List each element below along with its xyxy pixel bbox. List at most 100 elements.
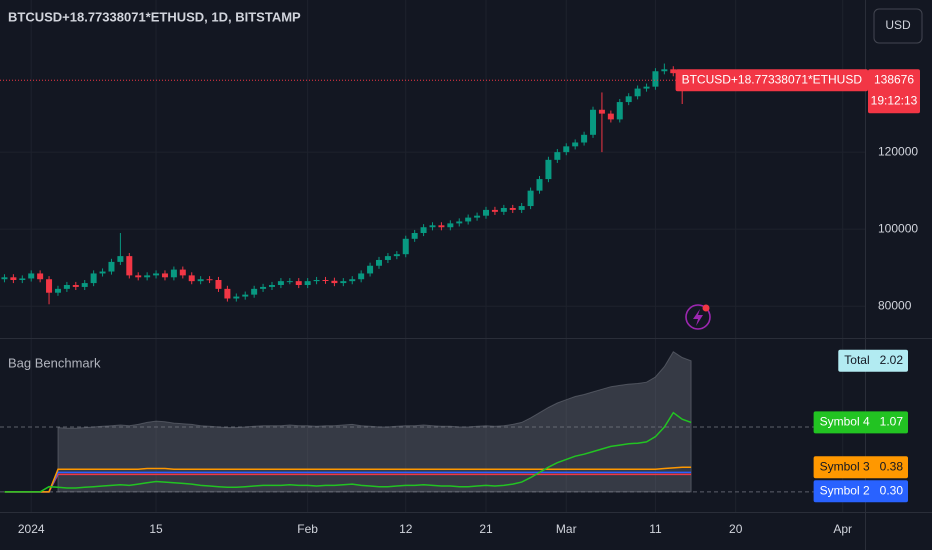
candle-body [233, 296, 240, 299]
alert-icon-dot [702, 304, 710, 312]
candle-body [491, 209, 498, 212]
candle-body [153, 273, 160, 276]
candle-body [99, 271, 106, 274]
candle-body [28, 273, 35, 279]
candle-body [483, 209, 490, 216]
symbol-tag-box [675, 69, 868, 92]
candle-body [581, 134, 588, 143]
value-label-box [838, 349, 908, 372]
value-label-box [813, 411, 908, 434]
candle-body [563, 146, 570, 153]
candle-body [429, 225, 436, 228]
candle-body [135, 275, 142, 278]
candle-body [411, 233, 418, 239]
candle-body [349, 279, 356, 282]
candle-body [197, 279, 204, 282]
candle-body [215, 279, 222, 289]
candle-body [358, 273, 365, 280]
candle-body [19, 278, 26, 280]
candle-body [10, 277, 17, 280]
candle-body [367, 265, 374, 274]
candle-body [37, 273, 44, 280]
candle-body [54, 288, 61, 293]
value-label-box [813, 456, 908, 479]
candle-body [500, 207, 507, 212]
alert-icon [685, 304, 711, 330]
candle-body [545, 159, 552, 180]
candle-body [63, 285, 70, 289]
x-tick-label: Apr [833, 522, 852, 536]
value-label-value: 0.38 [880, 459, 904, 473]
symbol-title: BTCUSD+18.77338071*ETHUSD, 1D, BITSTAMP [8, 9, 301, 24]
value-label-value: 1.07 [880, 415, 904, 429]
candle-body [81, 283, 88, 287]
candle-body [474, 215, 481, 218]
candle-body [72, 285, 79, 287]
candle-body [260, 286, 267, 289]
candle-body [295, 281, 302, 286]
alert-icon-ring [685, 304, 711, 330]
candle-body [420, 227, 427, 234]
candle-body [313, 279, 320, 282]
candle-body [375, 259, 382, 266]
x-tick-label: Mar [556, 522, 577, 536]
x-tick-label: 21 [479, 522, 493, 536]
candle-body [456, 221, 463, 224]
price-tag-box [868, 69, 920, 114]
series-line [4, 411, 692, 493]
price-tag-value: 138676 [874, 72, 914, 86]
candle-body [402, 238, 409, 255]
value-label-value: 0.30 [880, 483, 904, 497]
candle-body [590, 109, 597, 135]
candle-body [607, 113, 614, 120]
x-tick-label: 2024 [18, 522, 45, 536]
indicator-title: Bag Benchmark [8, 355, 101, 370]
currency-button-label[interactable]: USD [885, 18, 911, 32]
candle-body [518, 206, 525, 210]
candle-body [393, 254, 400, 257]
candle-body [188, 275, 195, 282]
candle-body [161, 273, 168, 278]
y-tick-label: 100000 [878, 221, 918, 235]
candle-body [286, 281, 293, 283]
value-label-value: 2.02 [880, 353, 904, 367]
y-tick-label: 80000 [878, 298, 912, 312]
value-label-name: Symbol 3 [820, 459, 870, 473]
value-label-box [813, 480, 908, 503]
currency-button-box[interactable] [873, 8, 923, 44]
candle-body [572, 142, 579, 147]
candle-body [527, 190, 534, 207]
candle-body [242, 294, 249, 297]
candle-body [108, 261, 115, 272]
candle-body [625, 96, 632, 103]
candle-body [447, 223, 454, 228]
series-line [4, 473, 692, 493]
x-tick-label: 20 [729, 522, 743, 536]
candle-body [598, 109, 605, 114]
candle-body [224, 288, 231, 299]
x-tick-label: Feb [297, 522, 318, 536]
y-tick-label: 120000 [878, 144, 918, 158]
symbol-tag-label: BTCUSD+18.77338071*ETHUSD [682, 72, 863, 86]
candle-body [90, 273, 97, 284]
candle-body [322, 279, 329, 281]
candle-body [643, 86, 650, 89]
series-line [4, 471, 692, 493]
candle-body [277, 281, 284, 286]
candle-body [331, 280, 338, 284]
alert-icon-bolt [693, 309, 703, 326]
candle-body [536, 179, 543, 191]
series-line [4, 466, 692, 493]
value-label-name: Total [844, 353, 869, 367]
currency-button[interactable]: USD [873, 8, 923, 44]
candle-body [384, 256, 391, 260]
candle-body [661, 69, 668, 72]
candle-body [117, 256, 124, 262]
candle-body [126, 256, 133, 276]
x-tick-label: 15 [149, 522, 163, 536]
candle-body [179, 269, 186, 276]
total-area [57, 350, 692, 493]
price-tag-countdown: 19:12:13 [871, 93, 918, 107]
